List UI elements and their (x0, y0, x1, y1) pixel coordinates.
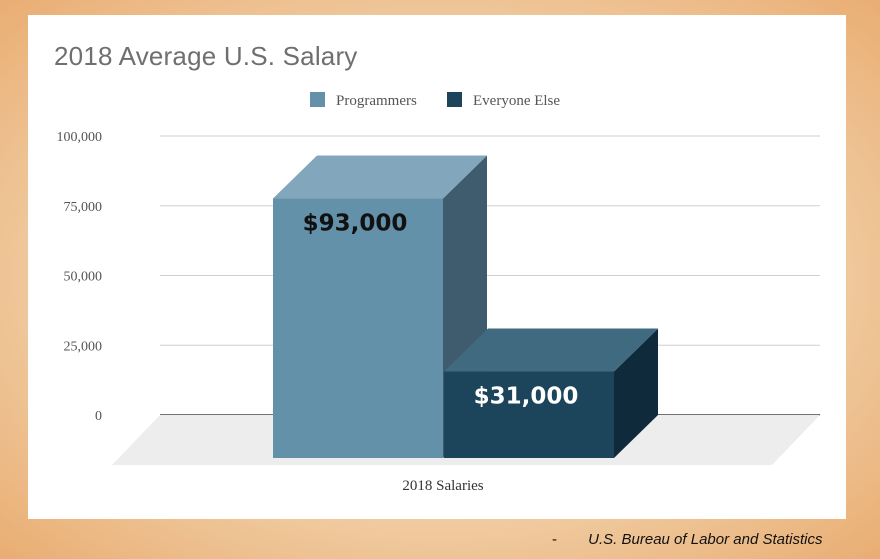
bar-front (444, 371, 614, 458)
source-citation: - U.S. Bureau of Labor and Statistics (552, 531, 822, 548)
legend-label: Everyone Else (473, 93, 560, 109)
bar-everyone-else (444, 328, 658, 458)
legend-swatch (310, 92, 325, 107)
legend-swatch (447, 92, 462, 107)
y-tick-label: 25,000 (64, 339, 103, 354)
bar-programmers (273, 155, 487, 458)
source-bullet: - (552, 531, 557, 548)
y-tick-label: 50,000 (64, 270, 103, 285)
y-tick-label: 0 (95, 409, 102, 424)
y-tick-label: 75,000 (64, 200, 103, 215)
source-text: U.S. Bureau of Labor and Statistics (588, 531, 823, 548)
y-tick-label: 100,000 (57, 130, 103, 145)
bar-top (444, 328, 658, 372)
chart-title: 2018 Average U.S. Salary (54, 41, 358, 71)
legend-label: Programmers (336, 93, 417, 109)
bar-top (273, 155, 487, 199)
data-label: $93,000 (303, 211, 408, 237)
bar-front (273, 198, 443, 458)
x-category-label: 2018 Salaries (402, 478, 483, 494)
bar-side (614, 328, 658, 458)
data-label: $31,000 (474, 384, 579, 410)
